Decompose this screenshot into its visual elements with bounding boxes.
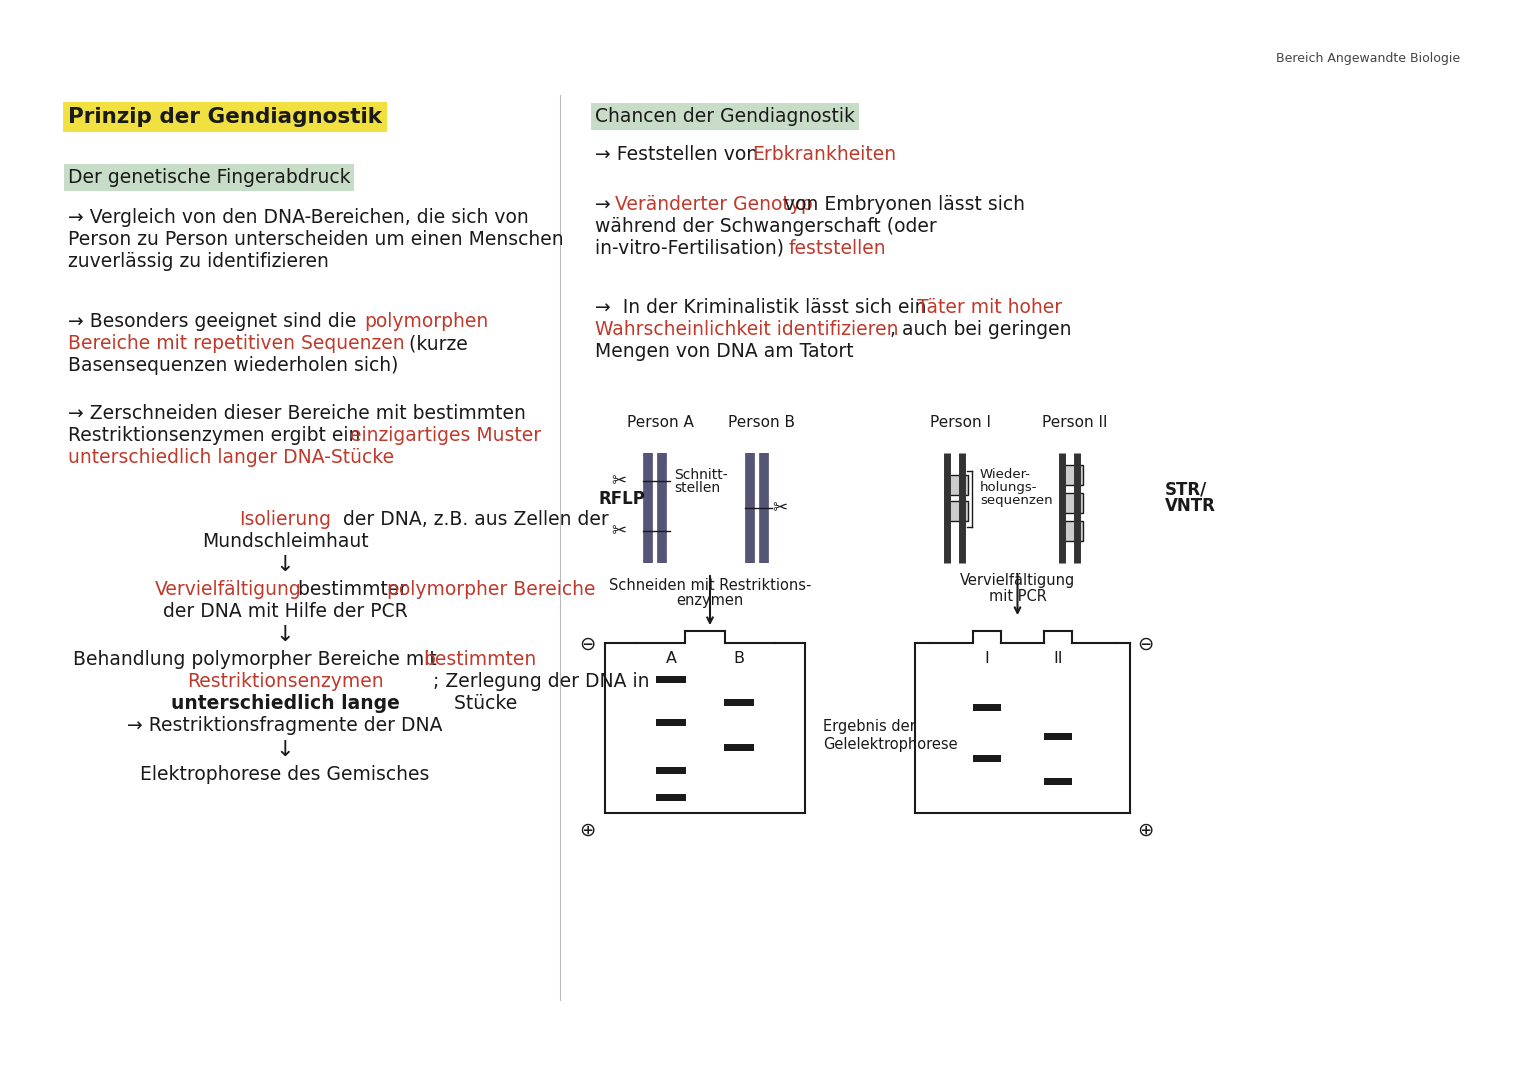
Text: polymorphen: polymorphen: [364, 312, 488, 330]
Text: Basensequenzen wiederholen sich): Basensequenzen wiederholen sich): [69, 356, 398, 375]
Text: Schnitt-: Schnitt-: [674, 468, 727, 482]
Text: polymorpher Bereiche: polymorpher Bereiche: [387, 580, 595, 599]
Text: Veränderter Genotyp: Veränderter Genotyp: [615, 195, 813, 214]
Bar: [1063, 521, 1083, 541]
Text: Isolierung: Isolierung: [239, 510, 331, 529]
Bar: [949, 501, 968, 521]
Text: Der genetische Fingerabdruck: Der genetische Fingerabdruck: [69, 168, 351, 187]
Text: Mengen von DNA am Tatort: Mengen von DNA am Tatort: [595, 342, 854, 361]
Text: Person zu Person unterscheiden um einen Menschen: Person zu Person unterscheiden um einen …: [69, 230, 564, 249]
Text: Vervielfältigung: Vervielfältigung: [156, 580, 302, 599]
Text: STR/: STR/: [1165, 480, 1208, 498]
Text: Person A: Person A: [627, 415, 694, 430]
Bar: [724, 699, 753, 705]
Text: Gelelektrophorese: Gelelektrophorese: [824, 738, 958, 753]
Text: holungs-: holungs-: [981, 481, 1037, 494]
Text: Ergebnis der: Ergebnis der: [824, 719, 915, 734]
Text: Mundschleimhaut: Mundschleimhaut: [201, 532, 369, 551]
Bar: [1063, 465, 1083, 485]
Text: einzigartiges Muster: einzigartiges Muster: [351, 426, 541, 445]
Text: ✂: ✂: [612, 472, 625, 490]
Bar: [973, 703, 1000, 711]
Text: bestimmten: bestimmten: [422, 650, 537, 669]
Text: → Zerschneiden dieser Bereiche mit bestimmten: → Zerschneiden dieser Bereiche mit besti…: [69, 404, 526, 423]
Text: →: →: [595, 195, 616, 214]
Text: II: II: [1054, 651, 1063, 666]
Text: Chancen der Gendiagnostik: Chancen der Gendiagnostik: [595, 107, 856, 126]
Bar: [973, 755, 1000, 761]
Text: von Embryonen lässt sich: von Embryonen lässt sich: [778, 195, 1025, 214]
Text: Wahrscheinlichkeit identifizieren: Wahrscheinlichkeit identifizieren: [595, 320, 898, 339]
Text: ⊕: ⊕: [1136, 821, 1153, 840]
Text: ↓: ↓: [276, 625, 294, 645]
Text: Erbkrankheiten: Erbkrankheiten: [752, 145, 897, 164]
Text: I: I: [984, 651, 990, 666]
Text: →  In der Kriminalistik lässt sich ein: → In der Kriminalistik lässt sich ein: [595, 298, 932, 318]
Text: stellen: stellen: [674, 481, 720, 495]
Bar: [656, 719, 686, 726]
Text: unterschiedlich lange: unterschiedlich lange: [171, 694, 400, 713]
Text: Person II: Person II: [1042, 415, 1107, 430]
Text: mit PCR: mit PCR: [988, 589, 1046, 604]
Text: der DNA mit Hilfe der PCR: der DNA mit Hilfe der PCR: [163, 602, 407, 621]
Text: bestimmter: bestimmter: [291, 580, 413, 599]
Text: während der Schwangerschaft (oder: während der Schwangerschaft (oder: [595, 217, 936, 237]
Text: Schneiden mit Restriktions-: Schneiden mit Restriktions-: [608, 578, 811, 593]
Text: → Vergleich von den DNA-Bereichen, die sich von: → Vergleich von den DNA-Bereichen, die s…: [69, 208, 529, 227]
Text: zuverlässig zu identifizieren: zuverlässig zu identifizieren: [69, 252, 329, 271]
Text: (kurze: (kurze: [403, 334, 468, 353]
Text: VNTR: VNTR: [1165, 497, 1215, 515]
Text: → Besonders geeignet sind die: → Besonders geeignet sind die: [69, 312, 363, 330]
Text: Restriktionsenzymen ergibt ein: Restriktionsenzymen ergibt ein: [69, 426, 366, 445]
Text: ⊖: ⊖: [1136, 635, 1153, 654]
Text: Täter mit hoher: Täter mit hoher: [917, 298, 1061, 318]
Bar: [1045, 732, 1072, 740]
Text: Vervielfältigung: Vervielfältigung: [959, 573, 1075, 588]
Text: enzymen: enzymen: [677, 593, 744, 608]
Text: ✂: ✂: [612, 522, 625, 540]
Text: Behandlung polymorpher Bereiche mit: Behandlung polymorpher Bereiche mit: [73, 650, 442, 669]
Text: , auch bei geringen: , auch bei geringen: [891, 320, 1072, 339]
Bar: [656, 676, 686, 684]
Text: → Restriktionsfragmente der DNA: → Restriktionsfragmente der DNA: [127, 716, 442, 735]
Text: Person I: Person I: [930, 415, 991, 430]
Text: A: A: [665, 651, 677, 666]
Text: ↓: ↓: [276, 740, 294, 760]
Text: Wieder-: Wieder-: [981, 468, 1031, 481]
Text: Restriktionsenzymen: Restriktionsenzymen: [186, 672, 383, 691]
Text: Bereiche mit repetitiven Sequenzen: Bereiche mit repetitiven Sequenzen: [69, 334, 404, 353]
Text: B: B: [734, 651, 744, 666]
Text: Prinzip der Gendiagnostik: Prinzip der Gendiagnostik: [69, 107, 381, 127]
Text: ⊖: ⊖: [580, 635, 595, 654]
Text: Bereich Angewandte Biologie: Bereich Angewandte Biologie: [1276, 52, 1459, 65]
Text: Stücke: Stücke: [448, 694, 517, 713]
Text: feststellen: feststellen: [788, 239, 886, 258]
Text: ; Zerlegung der DNA in: ; Zerlegung der DNA in: [433, 672, 650, 691]
Text: unterschiedlich langer DNA-Stücke: unterschiedlich langer DNA-Stücke: [69, 448, 393, 467]
Bar: [1045, 779, 1072, 785]
Bar: [656, 767, 686, 773]
Bar: [949, 475, 968, 495]
Text: Person B: Person B: [729, 415, 796, 430]
Bar: [656, 794, 686, 800]
Text: der DNA, z.B. aus Zellen der: der DNA, z.B. aus Zellen der: [337, 510, 608, 529]
Text: RFLP: RFLP: [598, 490, 645, 508]
Text: → Feststellen von: → Feststellen von: [595, 145, 764, 164]
Text: sequenzen: sequenzen: [981, 494, 1052, 507]
Text: ↓: ↓: [276, 555, 294, 575]
Text: ⊕: ⊕: [580, 821, 595, 840]
Text: in-vitro-Fertilisation): in-vitro-Fertilisation): [595, 239, 790, 258]
Bar: [724, 744, 753, 752]
Bar: [1063, 492, 1083, 513]
Text: Elektrophorese des Gemisches: Elektrophorese des Gemisches: [140, 765, 430, 784]
Text: ✂: ✂: [772, 499, 787, 517]
